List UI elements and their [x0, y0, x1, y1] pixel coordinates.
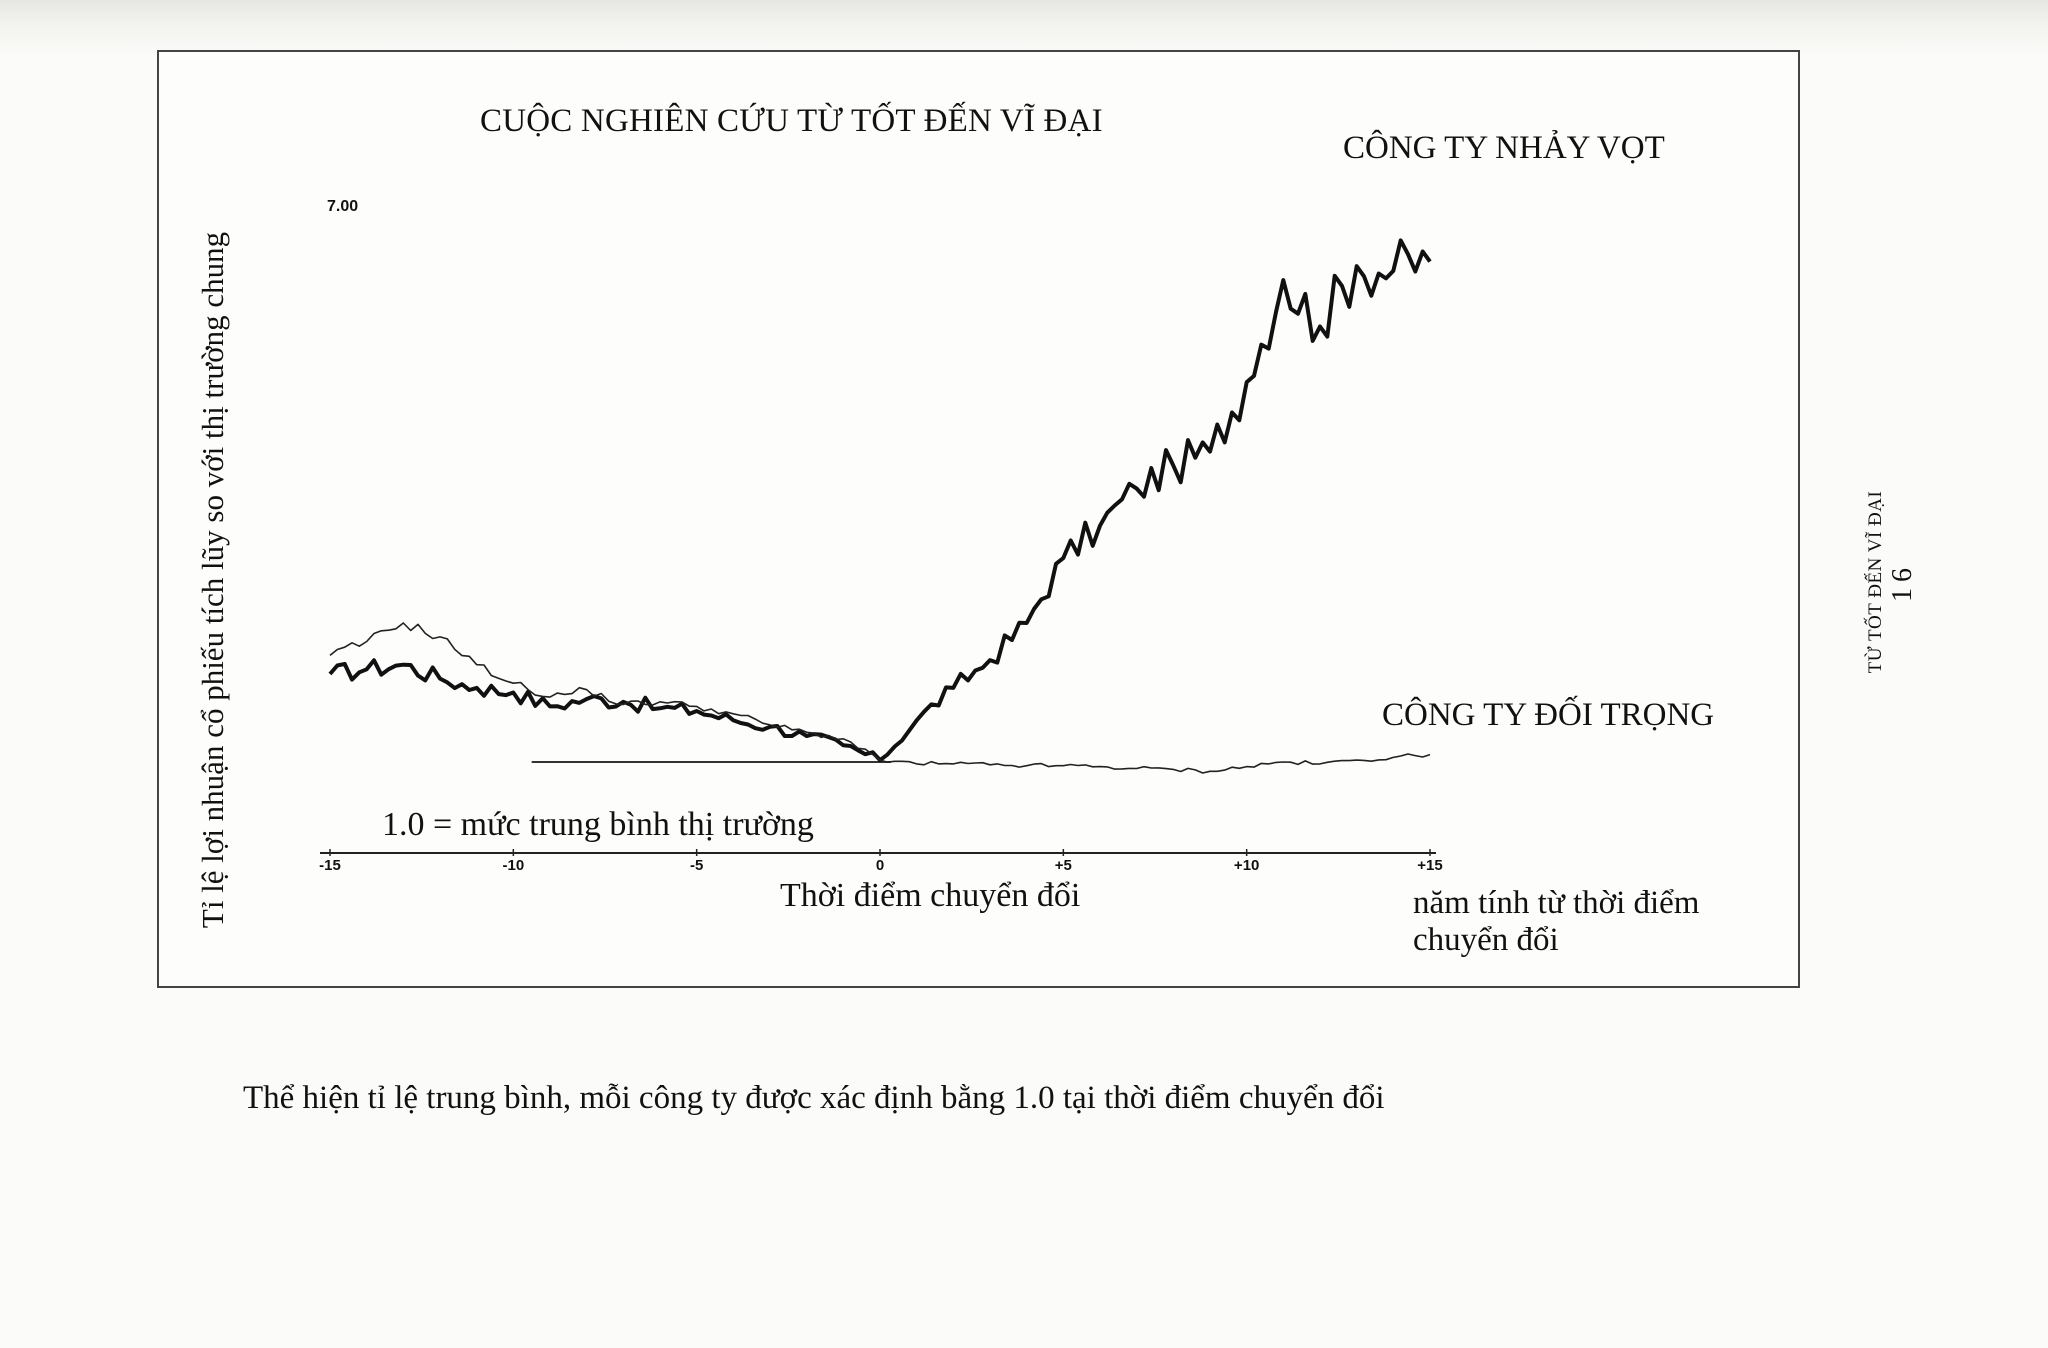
x-axis [320, 849, 1436, 856]
series-label-comparison-company: CÔNG TY ĐỐI TRỌNG [1382, 697, 1715, 733]
series-layer [328, 238, 1432, 774]
running-header-title: TỪ TỐT ĐẾN VĨ ĐẠI [1865, 490, 1886, 674]
x-axis-unit-label: năm tính từ thời điểm chuyển đổi [1413, 885, 1700, 958]
baseline-note: 1.0 = mức trung bình thị trường [382, 806, 814, 843]
x-axis-title: Thời điểm chuyển đổi [780, 877, 1081, 914]
series-line-jump-company [328, 238, 1432, 763]
series-label-jump-company: CÔNG TY NHẢY VỌT [1343, 130, 1665, 166]
chart-title: CUỘC NGHIÊN CỨU TỪ TỐT ĐẾN VĨ ĐẠI [480, 103, 1103, 139]
x-tick-label: 0 [875, 857, 885, 874]
x-tick-label: -10 [502, 857, 525, 874]
series-line-comparison-company [329, 622, 1431, 774]
y-axis-title: Tỉ lệ lợi nhuận cổ phiếu tích lũy so với… [195, 231, 230, 929]
x-tick-label: +15 [1417, 857, 1443, 874]
x-tick-label: +5 [1054, 857, 1072, 874]
x-tick-label: -5 [689, 857, 704, 874]
figure-caption: Thể hiện tỉ lệ trung bình, mỗi công ty đ… [243, 1080, 1385, 1116]
running-header: TỪ TỐT ĐẾN VĨ ĐẠI 16 [1865, 491, 1919, 674]
chart-frame [157, 50, 1800, 988]
y-tick-max: 7.00 [327, 198, 359, 215]
x-tick-label: +10 [1233, 857, 1260, 874]
page-number: 16 [1887, 562, 1918, 602]
x-tick-label: -15 [319, 857, 341, 874]
page-top-shadow [0, 0, 2048, 58]
